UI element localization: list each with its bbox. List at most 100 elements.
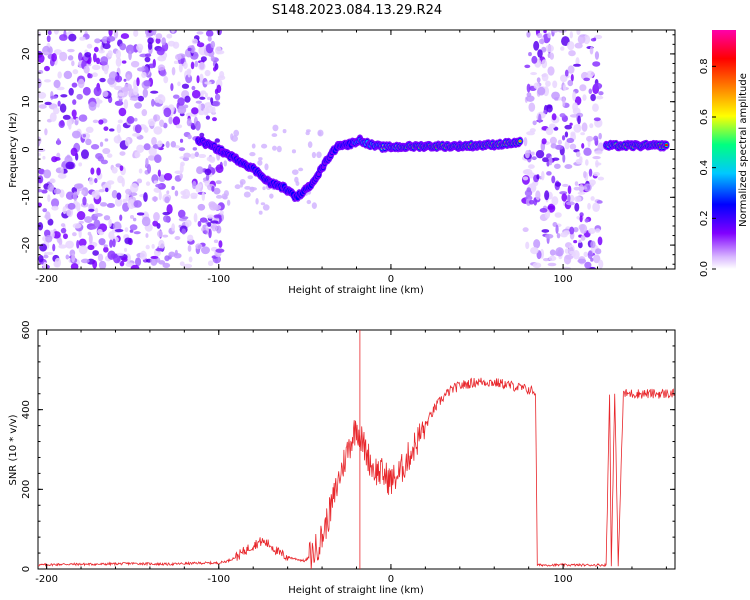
noise-blob [215, 194, 223, 199]
noise-blob [196, 166, 204, 175]
noise-blob [59, 34, 68, 41]
noise-blob [63, 70, 73, 80]
noise-blob [88, 208, 95, 212]
noise-blob [567, 185, 572, 195]
noise-blob [136, 212, 145, 216]
noise-blob [594, 34, 603, 40]
noise-blob [155, 183, 163, 188]
noise-blob [532, 262, 542, 269]
noise-blob [317, 129, 324, 137]
colorbar-tick-label: 0.6 [699, 109, 710, 125]
colorbar-label: Normalized spectral amplitude [738, 73, 749, 227]
y-tick-label: -10 [21, 189, 32, 205]
noise-blob [94, 38, 101, 44]
noise-blob [53, 49, 62, 55]
spectrogram-heatmap [38, 30, 670, 269]
noise-blob [78, 245, 88, 255]
noise-blob [226, 199, 231, 206]
noise-blob [49, 112, 57, 122]
noise-blob [215, 248, 225, 253]
noise-blob [82, 86, 91, 96]
noise-blob [589, 46, 594, 55]
noise-blob [564, 255, 574, 260]
noise-blob [205, 173, 210, 181]
noise-blob [125, 44, 135, 55]
noise-blob [62, 114, 71, 120]
noise-blob [78, 238, 87, 247]
noise-blob [533, 82, 540, 90]
noise-blob [230, 133, 234, 141]
noise-blob [113, 30, 119, 39]
noise-blob [187, 234, 194, 242]
noise-blob [181, 83, 190, 89]
noise-blob [171, 30, 175, 33]
x-tick-label: -100 [207, 574, 230, 585]
noise-blob [584, 218, 589, 223]
noise-blob [145, 157, 149, 168]
noise-blob [59, 103, 67, 113]
noise-blob [583, 77, 591, 82]
noise-blob [595, 160, 599, 168]
spectrogram-y-axis-label: Frequency (Hz) [8, 112, 19, 188]
noise-blob [579, 215, 583, 223]
noise-blob [136, 43, 144, 52]
noise-blob [172, 94, 180, 99]
noise-blob [190, 44, 195, 54]
noise-blob [547, 205, 555, 210]
noise-blob [177, 105, 187, 114]
noise-blob [87, 244, 95, 251]
noise-blob [87, 231, 92, 236]
noise-blob [545, 80, 551, 87]
noise-blob [147, 164, 152, 174]
noise-blob [106, 180, 115, 185]
noise-blob [260, 202, 266, 206]
noise-blob [184, 95, 191, 103]
noise-blob [76, 202, 81, 212]
noise-blob [103, 244, 108, 248]
noise-blob [94, 207, 99, 214]
noise-blob [92, 250, 99, 256]
noise-blob [102, 147, 111, 155]
noise-blob [58, 244, 67, 249]
noise-blob [562, 183, 569, 188]
spectrogram-y-ticks: -20 -10 0 10 20 [21, 34, 675, 265]
noise-blob [583, 251, 589, 258]
noise-blob [65, 254, 70, 260]
noise-blob [86, 43, 93, 49]
noise-blob [135, 257, 142, 267]
noise-blob [579, 156, 583, 162]
noise-blob [134, 102, 142, 109]
noise-blob [524, 149, 530, 159]
noise-blob [178, 63, 183, 73]
noise-blob [557, 139, 562, 145]
noise-blob [549, 136, 557, 145]
noise-blob [72, 69, 79, 75]
noise-blob [539, 208, 548, 213]
noise-blob [162, 262, 171, 268]
noise-blob [162, 211, 171, 216]
noise-blob [251, 143, 256, 149]
noise-blob [132, 85, 139, 96]
noise-blob [168, 251, 176, 258]
noise-blob [271, 133, 278, 138]
noise-blob [530, 151, 535, 156]
noise-blob [137, 67, 145, 72]
noise-blob [93, 46, 99, 53]
noise-blob [47, 30, 52, 35]
noise-blob [95, 153, 103, 160]
noise-blob [133, 117, 138, 122]
noise-blob [38, 222, 44, 231]
noise-blob [199, 217, 208, 223]
noise-blob [564, 164, 573, 169]
noise-blob [572, 91, 576, 101]
noise-blob [155, 248, 165, 252]
noise-blob [191, 89, 201, 99]
noise-blob [92, 53, 97, 63]
noise-blob [115, 163, 122, 168]
noise-blob [68, 87, 74, 96]
noise-blob [163, 172, 173, 181]
noise-blob [71, 253, 76, 263]
noise-blob [197, 203, 206, 211]
noise-blob [71, 82, 78, 88]
noise-blob [177, 209, 186, 219]
